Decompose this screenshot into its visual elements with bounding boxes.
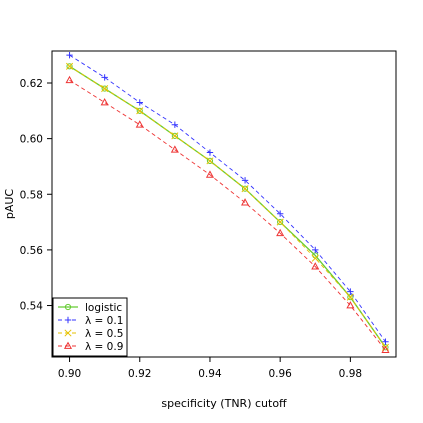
series-4: [65, 75, 390, 353]
data-point: [65, 62, 74, 70]
y-axis: 0.54 0.56 0.58 0.60 0.62: [20, 78, 52, 313]
data-point: [65, 75, 74, 84]
data-point: [382, 338, 389, 345]
data-point: [241, 177, 249, 184]
data-point: [346, 301, 355, 309]
legend-marker: [64, 316, 72, 324]
data-point: [66, 63, 73, 70]
data-point: [206, 157, 214, 164]
series-layer: [65, 51, 390, 353]
legend-label: logistic: [85, 302, 122, 314]
legend-marker: [63, 341, 73, 349]
data-point: [276, 218, 284, 226]
y-tick-label: 0.56: [20, 245, 44, 257]
data-point: [136, 107, 144, 115]
plot-frame: [51, 50, 397, 358]
data-point: [171, 132, 179, 140]
series-3: [65, 62, 390, 351]
data-point: [101, 85, 108, 92]
data-point: [171, 121, 179, 128]
legend-item: λ = 0.9: [58, 341, 123, 353]
series-2: [66, 51, 389, 345]
x-tick-label: 0.98: [339, 368, 362, 380]
series-line: [69, 79, 386, 351]
data-point: [381, 345, 390, 353]
legend-item: λ = 0.1: [58, 315, 123, 327]
x-axis: 0.90 0.92 0.94 0.96 0.98: [58, 357, 362, 380]
x-axis-label: specificity (TNR) cutoff: [161, 397, 287, 410]
y-tick-label: 0.54: [20, 301, 44, 313]
legend-label: λ = 0.5: [85, 328, 123, 340]
data-point: [205, 170, 215, 178]
legend-item: λ = 0.5: [58, 328, 123, 340]
data-point: [347, 288, 354, 295]
legend-marker: [64, 303, 72, 311]
legend-marker: [64, 329, 72, 337]
y-tick-label: 0.60: [20, 134, 43, 146]
series-line: [69, 54, 386, 342]
y-tick-label: 0.62: [20, 78, 43, 90]
data-point: [346, 293, 354, 301]
legend-item: logistic: [58, 302, 122, 314]
legend-label: λ = 0.1: [85, 315, 123, 327]
data-point: [135, 120, 144, 128]
data-point: [171, 132, 178, 139]
y-tick-label: 0.58: [20, 189, 43, 201]
data-point: [311, 254, 319, 262]
legend-label: λ = 0.9: [85, 341, 123, 353]
x-tick-label: 0.94: [198, 368, 222, 380]
data-point: [100, 98, 109, 106]
series-line: [69, 65, 386, 348]
data-point: [241, 185, 249, 192]
data-point: [206, 149, 214, 156]
data-point: [101, 85, 109, 93]
data-point: [241, 185, 249, 193]
y-axis-label: pAUC: [3, 189, 16, 220]
x-tick-label: 0.90: [58, 368, 81, 380]
data-point: [276, 228, 285, 237]
data-point: [312, 246, 319, 254]
x-tick-label: 0.96: [268, 368, 292, 380]
data-point: [276, 210, 284, 217]
data-point: [170, 145, 179, 153]
data-point: [311, 262, 320, 270]
data-point: [101, 74, 108, 81]
data-point: [206, 157, 214, 165]
data-point: [241, 198, 250, 206]
data-point: [66, 51, 73, 59]
x-tick-label: 0.92: [128, 368, 151, 380]
data-point: [277, 218, 284, 226]
data-point: [136, 99, 143, 106]
data-point: [136, 107, 143, 114]
